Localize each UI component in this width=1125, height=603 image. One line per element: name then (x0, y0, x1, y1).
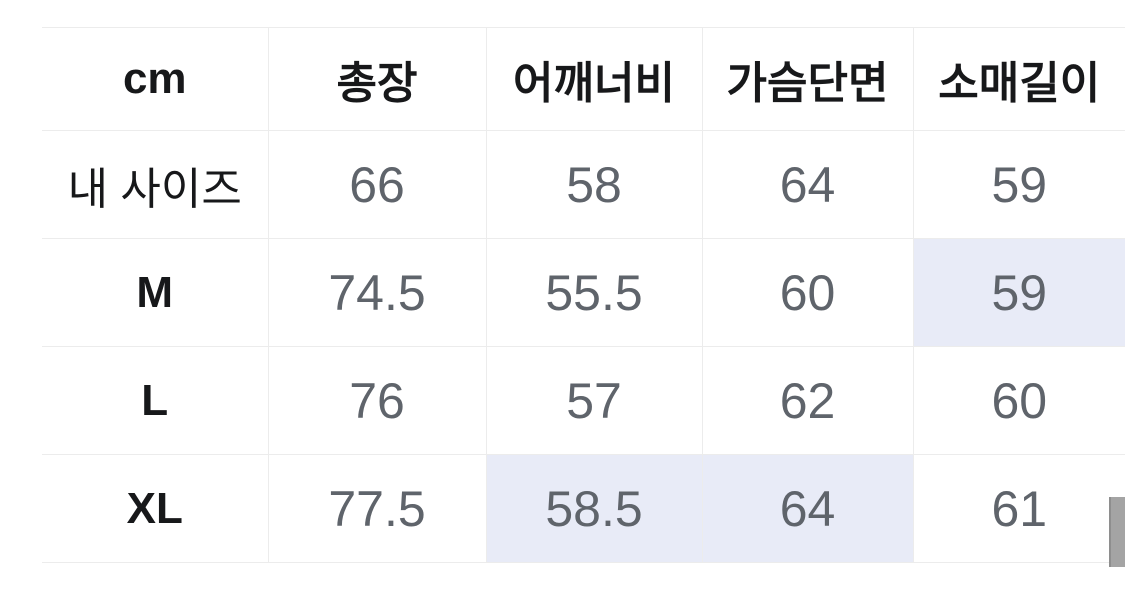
row-label: L (42, 346, 269, 455)
value-cell: 58.5 (486, 454, 703, 563)
value-cell: 77.5 (268, 454, 487, 563)
value-cell: 60 (702, 238, 914, 347)
table-body: 내 사이즈 66 58 64 59 M 74.5 55.5 60 59 L 76 57 62 60 XL 77.… (42, 130, 1125, 563)
value-cell: 55.5 (486, 238, 703, 347)
value-cell: 58 (486, 130, 703, 239)
column-header-cell: 총장 (268, 27, 487, 131)
table-row: M 74.5 55.5 60 59 (42, 238, 1125, 347)
value-cell: 74.5 (268, 238, 487, 347)
value-cell: 64 (702, 454, 914, 563)
value-cell: 66 (268, 130, 487, 239)
header-row: cm 총장 어깨너비 가슴단면 소매길이 (42, 27, 1125, 131)
value-cell: 61 (913, 454, 1125, 563)
column-header-cell: 어깨너비 (486, 27, 703, 131)
table-row: XL 77.5 58.5 64 61 (42, 454, 1125, 563)
value-cell: 62 (702, 346, 914, 455)
row-label: XL (42, 454, 269, 563)
table-row: 내 사이즈 66 58 64 59 (42, 130, 1125, 239)
value-cell: 64 (702, 130, 914, 239)
column-header-cell: 가슴단면 (702, 27, 914, 131)
row-label: M (42, 238, 269, 347)
row-label: 내 사이즈 (42, 130, 269, 239)
column-header-cell: 소매길이 (913, 27, 1125, 131)
value-cell: 76 (268, 346, 487, 455)
unit-header-cell: cm (42, 27, 269, 131)
value-cell: 57 (486, 346, 703, 455)
value-cell: 60 (913, 346, 1125, 455)
vertical-scrollbar-thumb[interactable] (1109, 497, 1125, 567)
table-row: L 76 57 62 60 (42, 346, 1125, 455)
size-table: cm 총장 어깨너비 가슴단면 소매길이 내 사이즈 66 58 64 59 M 74.5 55.5 6… (42, 27, 1125, 563)
value-cell: 59 (913, 130, 1125, 239)
value-cell: 59 (913, 238, 1125, 347)
